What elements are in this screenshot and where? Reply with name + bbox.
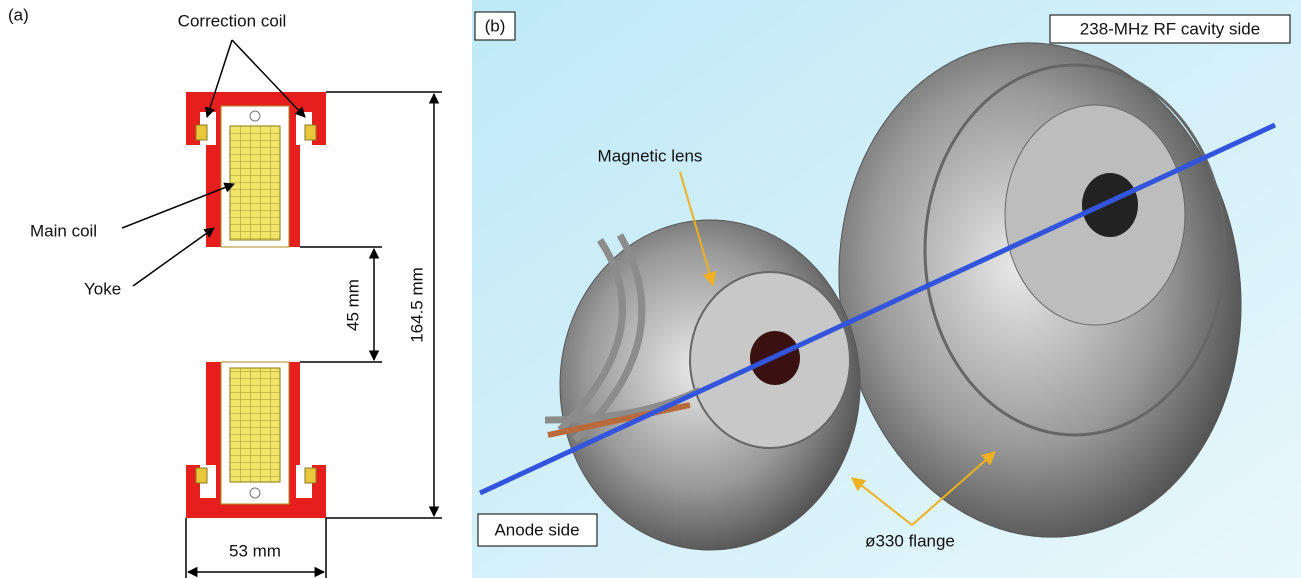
label-yoke: Yoke: [84, 279, 121, 298]
panel-label: (b): [485, 16, 506, 35]
panel-a: (a): [8, 5, 442, 578]
panel-label: (a): [8, 5, 29, 24]
label-anode-side: Anode side: [494, 520, 579, 539]
label-flange: ø330 flange: [865, 531, 955, 550]
panel-b: (b) 238-MHz RF cavity side Magnetic lens…: [472, 0, 1301, 578]
label-correction-coil: Correction coil: [178, 11, 287, 30]
label-width: 53 mm: [229, 541, 281, 560]
label-main-coil: Main coil: [30, 221, 97, 240]
label-rf-side: 238-MHz RF cavity side: [1080, 19, 1260, 38]
label-height: 164.5 mm: [407, 267, 426, 343]
magnet-bottom: [186, 362, 326, 518]
figure: (a): [0, 0, 1301, 578]
label-magnetic-lens: Magnetic lens: [598, 146, 703, 165]
label-gap: 45 mm: [343, 279, 362, 331]
